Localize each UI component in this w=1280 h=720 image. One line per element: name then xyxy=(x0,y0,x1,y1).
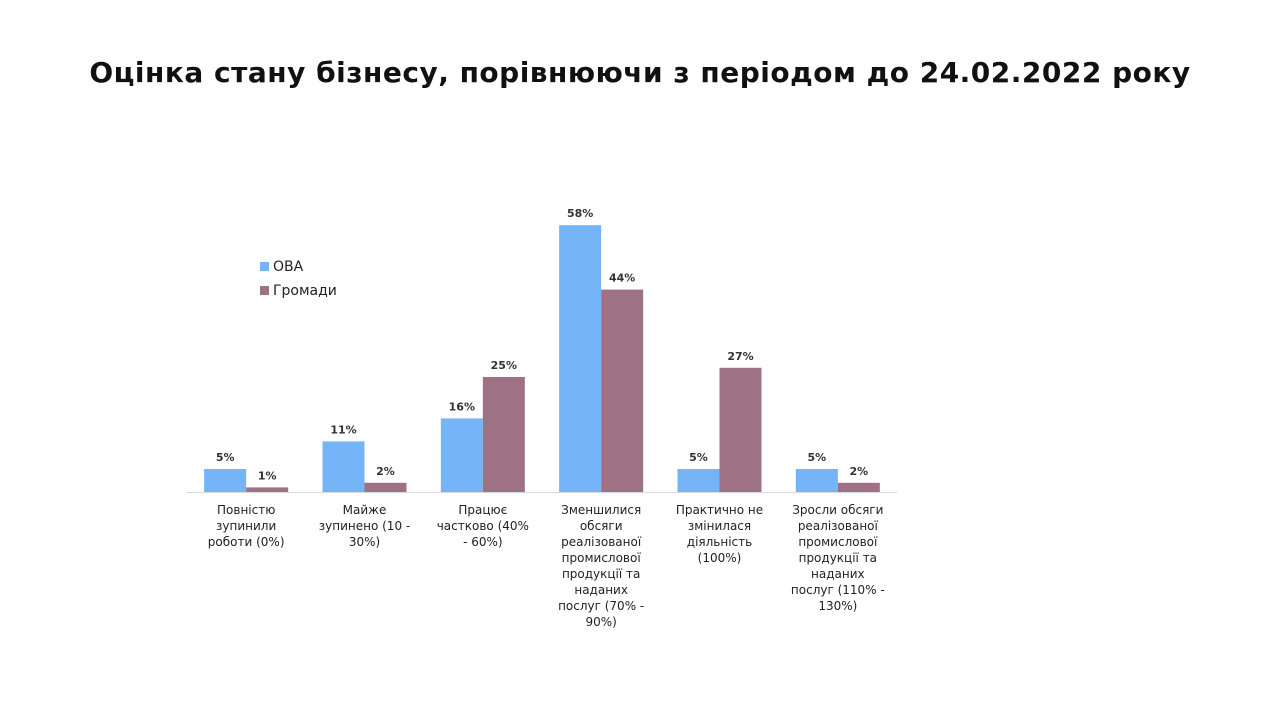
bar-ova-0 xyxy=(204,469,247,492)
category-label-line: послуг (110% - xyxy=(791,583,885,597)
legend-label: Громади xyxy=(273,283,337,299)
category-label: Практично не змінилася діяльність (100%) xyxy=(676,503,763,565)
category-label-line: діяльність xyxy=(687,535,752,549)
bar-ova-1 xyxy=(322,441,365,492)
category-label-line: реалізованої xyxy=(798,519,879,533)
category-label-line: 130%) xyxy=(818,599,857,613)
data-label: 11% xyxy=(330,423,356,436)
category-label-line: Зменшилися xyxy=(561,503,641,517)
category-label-line: обсяги xyxy=(580,519,623,533)
data-label: 58% xyxy=(567,207,593,220)
data-label: 1% xyxy=(258,469,277,482)
chart-title: Оцінка стану бізнесу, порівнюючи з періо… xyxy=(89,56,1191,89)
bar-hromady-1 xyxy=(364,482,407,492)
category-label: Майже зупинено (10 - 30%) xyxy=(319,503,410,549)
bar-hromady-5 xyxy=(837,482,880,492)
category-label-line: (100%) xyxy=(698,551,742,565)
category-label-line: продукції та xyxy=(562,567,640,581)
category-label-line: промислової xyxy=(798,535,878,549)
data-label: 2% xyxy=(849,465,868,478)
bar-ova-5 xyxy=(795,469,838,492)
data-label: 25% xyxy=(491,359,517,372)
category-label-line: Зросли обсяги xyxy=(792,503,883,517)
data-label: 44% xyxy=(609,272,635,285)
bar-hromady-3 xyxy=(601,289,644,492)
bar-ova-3 xyxy=(559,225,602,492)
category-label: Зменшилися обсяги реалізованої промислової п… xyxy=(558,503,644,629)
data-label: 2% xyxy=(376,465,395,478)
category-label: Зросли обсяги реалізованої промислової прод… xyxy=(791,503,885,613)
data-label: 27% xyxy=(727,350,753,363)
category-label: Працює частково (40% - 60%) xyxy=(437,503,529,549)
legend-swatch-0 xyxy=(260,262,269,271)
category-label-line: Працює xyxy=(458,503,507,517)
data-label: 5% xyxy=(689,451,708,464)
bar-hromady-4 xyxy=(719,367,762,492)
category-label-line: зупинили xyxy=(216,519,276,533)
category-label-line: частково (40% xyxy=(437,519,529,533)
category-label: Повністю зупинили роботи (0%) xyxy=(208,503,285,549)
category-label-line: змінилася xyxy=(688,519,751,533)
category-label-line: роботи (0%) xyxy=(208,535,285,549)
category-label-line: промислової xyxy=(562,551,642,565)
bar-ova-4 xyxy=(677,469,720,492)
data-label: 16% xyxy=(449,400,475,413)
category-label-line: Майже xyxy=(343,503,387,517)
data-label: 5% xyxy=(807,451,826,464)
category-label-line: Практично не xyxy=(676,503,763,517)
category-label-line: наданих xyxy=(574,583,628,597)
category-label-line: продукції та xyxy=(799,551,877,565)
category-label-line: зупинено (10 - xyxy=(319,519,410,533)
category-label-line: Повністю xyxy=(217,503,275,517)
category-label-line: послуг (70% - xyxy=(558,599,644,613)
category-label-line: 30%) xyxy=(349,535,380,549)
data-label: 5% xyxy=(216,451,235,464)
category-label-line: наданих xyxy=(811,567,865,581)
legend-label: ОВА xyxy=(273,259,304,275)
bar-hromady-0 xyxy=(246,487,289,492)
category-label-line: 90%) xyxy=(585,615,616,629)
category-label-line: - 60%) xyxy=(463,535,503,549)
bar-ova-2 xyxy=(440,418,483,492)
bar-hromady-2 xyxy=(482,377,525,492)
category-label-line: реалізованої xyxy=(561,535,642,549)
legend-swatch-1 xyxy=(260,286,269,295)
